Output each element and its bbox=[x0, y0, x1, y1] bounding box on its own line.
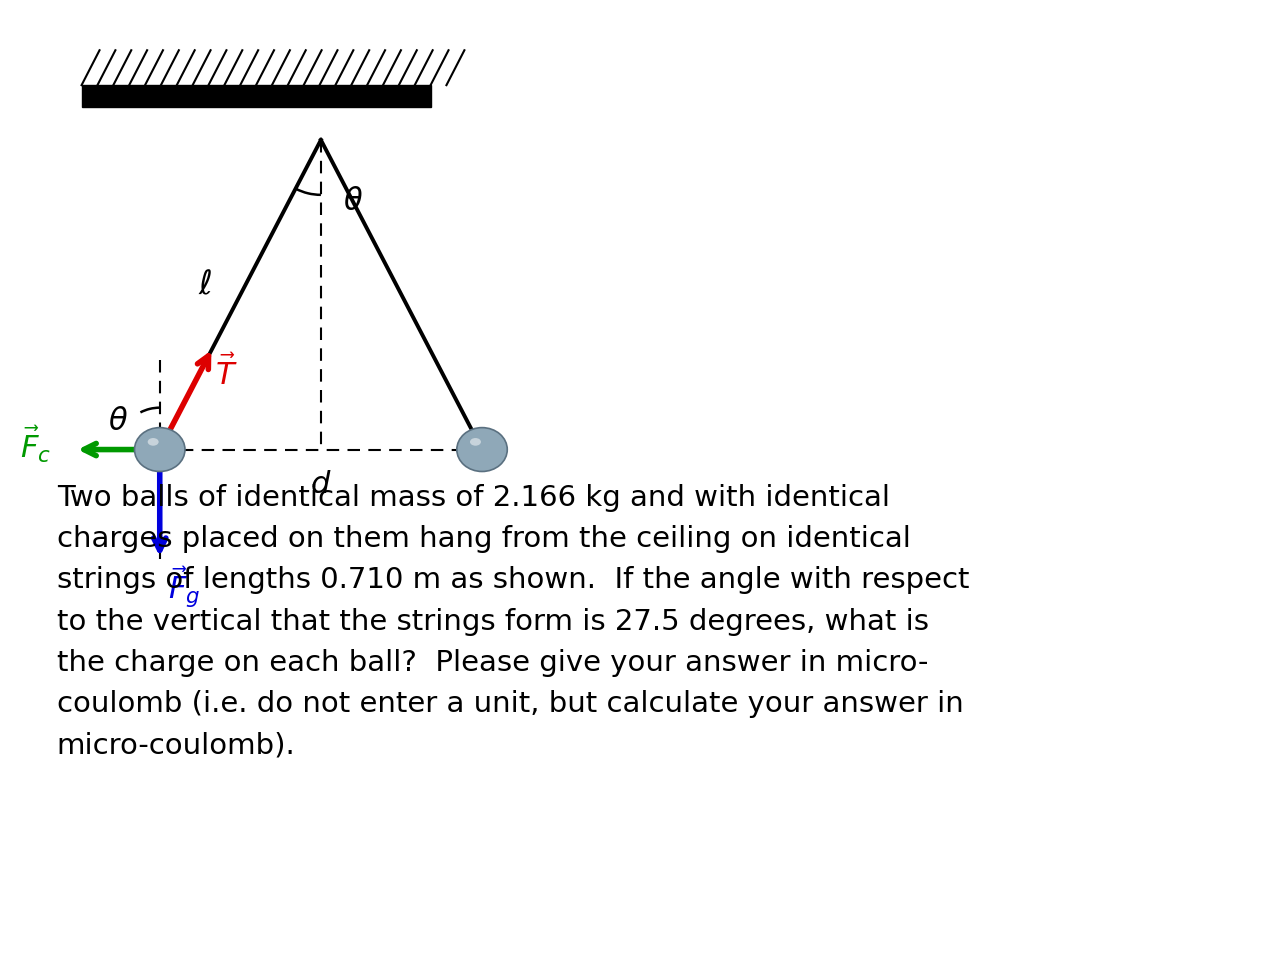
Polygon shape bbox=[82, 85, 431, 108]
Text: $d$: $d$ bbox=[310, 470, 331, 499]
Text: $\vec{T}$: $\vec{T}$ bbox=[215, 356, 238, 391]
Text: $\theta$: $\theta$ bbox=[343, 187, 363, 216]
Ellipse shape bbox=[456, 427, 507, 472]
Ellipse shape bbox=[470, 438, 480, 446]
Ellipse shape bbox=[134, 427, 185, 472]
Ellipse shape bbox=[148, 438, 159, 446]
Text: $\ell$: $\ell$ bbox=[198, 268, 212, 301]
Text: $\vec{F}_g$: $\vec{F}_g$ bbox=[168, 564, 200, 610]
Text: $\theta$: $\theta$ bbox=[107, 407, 128, 436]
Text: Two balls of identical mass of 2.166 kg and with identical
charges placed on the: Two balls of identical mass of 2.166 kg … bbox=[57, 484, 969, 759]
Text: $\vec{F}_c$: $\vec{F}_c$ bbox=[20, 424, 52, 465]
